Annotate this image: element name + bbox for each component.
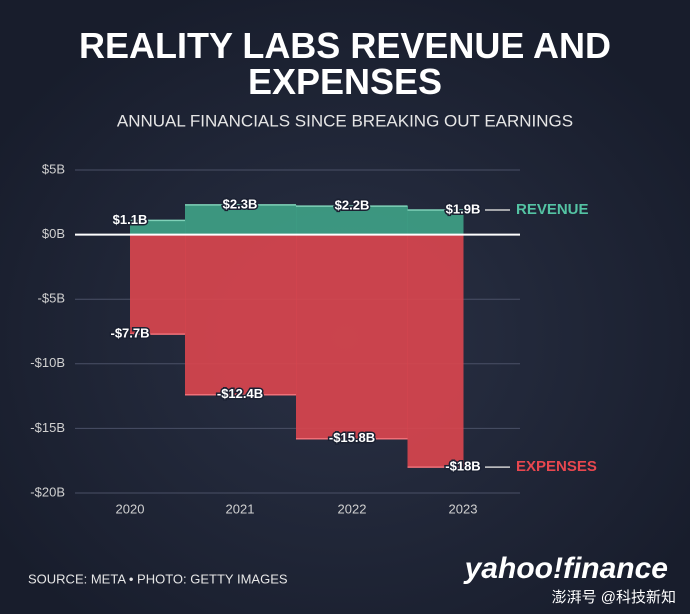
- value-label: -$7.7B: [110, 326, 149, 341]
- watermark: 澎湃号 @科技新知: [552, 589, 676, 606]
- chart-title: REALITY LABS REVENUE AND EXPENSES: [79, 25, 611, 102]
- area-step: [130, 234, 186, 335]
- value-label: $1.9B: [446, 201, 481, 216]
- y-tick-label: $0B: [42, 226, 65, 241]
- legend-label: EXPENSES: [516, 458, 597, 475]
- area-step: [407, 210, 464, 235]
- x-tick-label: 2021: [226, 501, 255, 516]
- x-tick-label: 2023: [449, 501, 478, 516]
- y-tick-label: -$15B: [30, 420, 65, 435]
- y-tick-label: -$5B: [38, 291, 65, 306]
- y-tick-label: $5B: [42, 161, 65, 176]
- source: SOURCE: META • PHOTO: GETTY IMAGES: [28, 571, 288, 586]
- plot: $5B $0B -$5B -$10B -$15B -$20B 2020 2021 2022 202…: [30, 161, 597, 516]
- area-step: [185, 234, 297, 395]
- area-step: [296, 234, 408, 439]
- value-label: -$12.4B: [217, 386, 263, 401]
- area-step: [407, 234, 464, 468]
- x-tick-label: 2020: [116, 501, 145, 516]
- area-step: [130, 220, 186, 235]
- legend-label: REVENUE: [516, 201, 589, 218]
- value-label: -$18B: [445, 459, 480, 474]
- value-label: $2.3B: [223, 196, 258, 211]
- y-tick-label: -$20B: [30, 484, 65, 499]
- brand: yahoo!finance: [463, 552, 668, 585]
- chart-subtitle: ANNUAL FINANCIALS SINCE BREAKING OUT EAR…: [117, 111, 573, 130]
- value-label: -$15.8B: [329, 430, 375, 445]
- value-label: $2.2B: [335, 198, 370, 213]
- area-step: [296, 206, 408, 235]
- area-step: [185, 204, 297, 235]
- x-tick-label: 2022: [338, 501, 367, 516]
- value-label: $1.1B: [113, 212, 148, 227]
- y-tick-label: -$10B: [30, 355, 65, 370]
